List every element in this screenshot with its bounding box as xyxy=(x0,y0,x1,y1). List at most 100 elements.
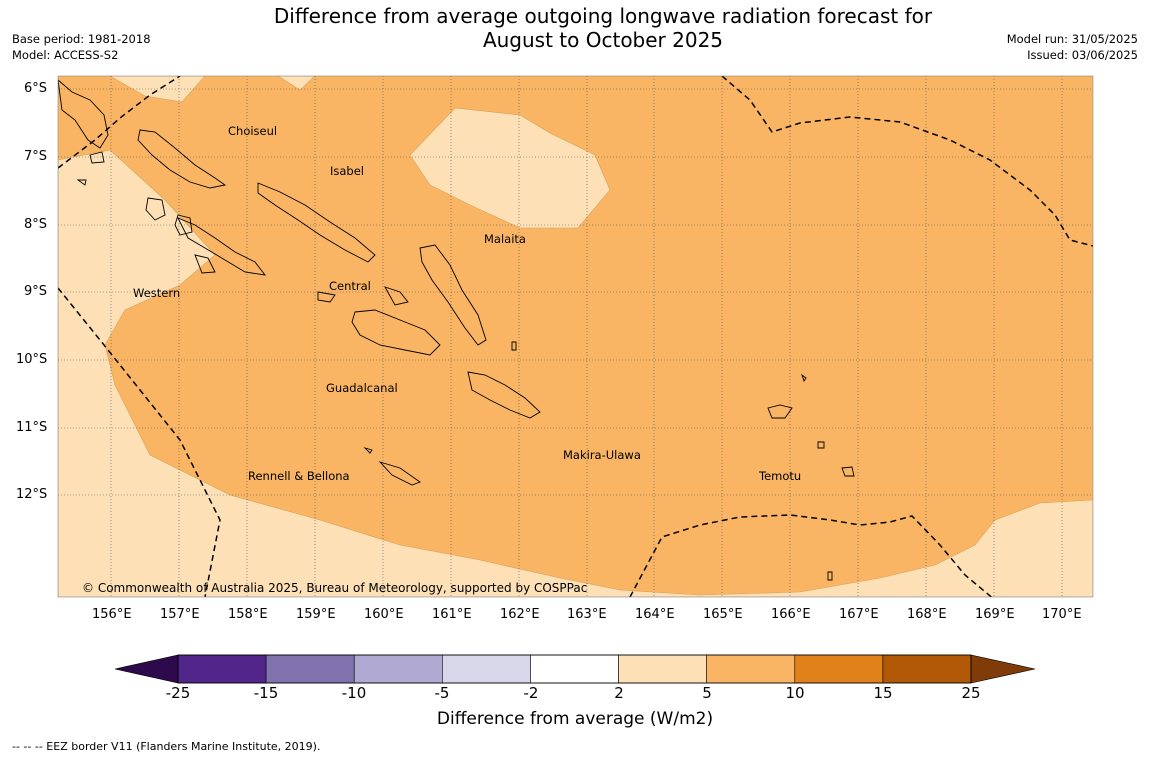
colorbar-bin xyxy=(442,654,531,684)
colorbar-bin xyxy=(882,654,972,684)
colorbar-bin xyxy=(265,654,355,684)
base-period: Base period: 1981-2018 xyxy=(12,32,151,46)
lon-label-161e: 161°E xyxy=(432,607,472,622)
island-new-georgia xyxy=(177,217,267,276)
lon-label-166e: 166°E xyxy=(771,607,811,622)
lon-label-157e: 157°E xyxy=(160,607,200,622)
colorbar-tick-label: 2 xyxy=(614,684,624,702)
colorbar-tick-label: 10 xyxy=(785,684,805,702)
title-line-1: Difference from average outgoing longwav… xyxy=(273,4,933,28)
coastlines xyxy=(58,79,855,581)
region-label-isabel: Isabel xyxy=(330,164,365,178)
lat-label-11s: 11°S xyxy=(16,420,48,435)
colorbar-tick-label: -10 xyxy=(341,684,367,702)
lon-label-164e: 164°E xyxy=(635,607,675,622)
eez-footnote: -- -- -- EEZ border V11 (Flanders Marine… xyxy=(12,740,321,753)
lon-label-159e: 159°E xyxy=(296,607,336,622)
island-isabel xyxy=(257,182,376,263)
lon-label-160e: 160°E xyxy=(364,607,404,622)
island-treasury xyxy=(76,179,87,186)
lon-label-158e: 158°E xyxy=(228,607,268,622)
island-florida xyxy=(317,291,336,303)
region-label-makira-ulawa: Makira-Ulawa xyxy=(563,448,641,462)
island-bellona xyxy=(363,447,373,454)
region-label-western: Western xyxy=(133,286,181,300)
island-russell xyxy=(384,286,409,306)
island-vanikoro xyxy=(841,466,855,477)
lon-label-169e: 169°E xyxy=(975,607,1015,622)
lat-label-9s: 9°S xyxy=(24,284,48,299)
region-label-choiseul: Choiseul xyxy=(228,124,278,138)
issued-date: Issued: 03/06/2025 xyxy=(1027,48,1138,62)
island-ulawa xyxy=(511,341,517,351)
eez-border-south xyxy=(629,514,993,597)
colorbar-bin xyxy=(794,654,884,684)
colorbar-title: Difference from average (W/m2) xyxy=(436,709,714,729)
lat-label-8s: 8°S xyxy=(24,217,48,232)
model-run: Model run: 31/05/2025 xyxy=(1006,32,1138,46)
lon-label-156e: 156°E xyxy=(92,607,132,622)
colorbar-bin xyxy=(530,654,619,684)
colorbar-outline xyxy=(177,654,972,684)
map-title: Difference from average outgoing longwav… xyxy=(0,4,1150,52)
colorbar-bin xyxy=(177,654,267,684)
colorbar-bin xyxy=(353,654,443,684)
eez-border-south-west xyxy=(58,287,221,597)
lon-label-168e: 168°E xyxy=(907,607,947,622)
colorbar-tick-label: 25 xyxy=(961,684,981,702)
island-santa-cruz xyxy=(767,404,793,419)
map-frame xyxy=(57,75,1094,598)
colorbar-bin xyxy=(706,654,796,684)
title-line-2: August to October 2025 xyxy=(482,28,724,52)
region-label-temotu: Temotu xyxy=(759,469,802,483)
region-label-malaita: Malaita xyxy=(484,232,526,246)
colorbar-tick-label: -2 xyxy=(523,684,539,702)
eez-borders xyxy=(58,76,1093,597)
colorbar-tick-label: -5 xyxy=(434,684,450,702)
island-makira xyxy=(467,371,541,419)
lon-label-163e: 163°E xyxy=(567,607,607,622)
island-choiseul xyxy=(137,129,227,189)
island-kolombangara xyxy=(174,214,193,236)
region-label-central: Central xyxy=(329,279,371,293)
lon-label-170e: 170°E xyxy=(1042,607,1082,622)
colorbar-under-arrow xyxy=(114,654,179,684)
colorbar xyxy=(114,654,1036,684)
island-guadalcanal xyxy=(351,309,441,356)
region-label-guadalcanal: Guadalcanal xyxy=(326,381,398,395)
lon-label-162e: 162°E xyxy=(500,607,540,622)
region-label-rennell-bellona: Rennell & Bellona xyxy=(248,469,350,483)
anomaly-region-2-5-north xyxy=(409,107,611,229)
anomaly-region-2-5-top-small xyxy=(277,76,316,91)
eez-border-north-east xyxy=(721,76,1093,247)
island-vella-lavella xyxy=(145,197,166,221)
island-rennell xyxy=(378,461,421,486)
island-utupua xyxy=(817,441,825,449)
island-bougainville xyxy=(58,79,109,149)
colorbar-tick-label: 5 xyxy=(702,684,712,702)
island-rendova xyxy=(194,254,216,274)
island-shortlands xyxy=(89,151,105,164)
island-anuta xyxy=(827,571,833,581)
lat-label-10s: 10°S xyxy=(16,352,48,367)
model-info: Base period: 1981-2018 Model: ACCESS-S2 xyxy=(12,31,151,63)
colorbar-tick-label: 15 xyxy=(873,684,893,702)
run-info: Model run: 31/05/2025 Issued: 03/06/2025 xyxy=(1007,31,1138,63)
anomaly-region-2-5-west xyxy=(58,149,1093,597)
island-malaita xyxy=(419,244,487,346)
lat-label-6s: 6°S xyxy=(24,81,48,96)
lat-label-7s: 7°S xyxy=(24,149,48,164)
lon-label-165e: 165°E xyxy=(703,607,743,622)
colorbar-bin xyxy=(618,654,707,684)
model-name: Model: ACCESS-S2 xyxy=(12,48,119,62)
colorbar-tick-label: -15 xyxy=(253,684,279,702)
colorbar-over-arrow xyxy=(970,654,1036,684)
lon-label-167e: 167°E xyxy=(839,607,879,622)
lat-label-12s: 12°S xyxy=(16,487,48,502)
copyright-notice: © Commonwealth of Australia 2025, Bureau… xyxy=(82,581,587,595)
map-plot-area: © Commonwealth of Australia 2025, Bureau… xyxy=(58,76,1093,597)
island-duff xyxy=(801,373,807,383)
eez-border-north-west xyxy=(58,76,181,169)
colorbar-tick-label: -25 xyxy=(165,684,191,702)
